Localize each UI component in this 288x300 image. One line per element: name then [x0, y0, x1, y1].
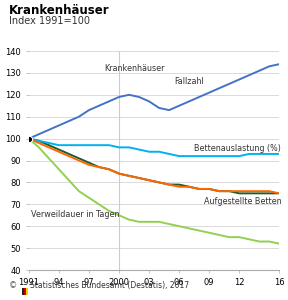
Text: Krankenhäuser: Krankenhäuser: [9, 4, 109, 17]
Text: Index 1991=100: Index 1991=100: [9, 16, 90, 26]
Text: Bettenauslastung (%): Bettenauslastung (%): [194, 144, 281, 153]
Text: Aufgestellte Betten: Aufgestellte Betten: [204, 196, 282, 206]
Text: ©: ©: [9, 281, 17, 290]
Text: Fallzahl: Fallzahl: [174, 77, 204, 86]
Text: Krankenhäuser: Krankenhäuser: [104, 64, 164, 73]
Text: Statistisches Bundesamt (Destatis), 2017: Statistisches Bundesamt (Destatis), 2017: [30, 281, 190, 290]
Text: Verweildauer in Tagen: Verweildauer in Tagen: [31, 210, 119, 219]
